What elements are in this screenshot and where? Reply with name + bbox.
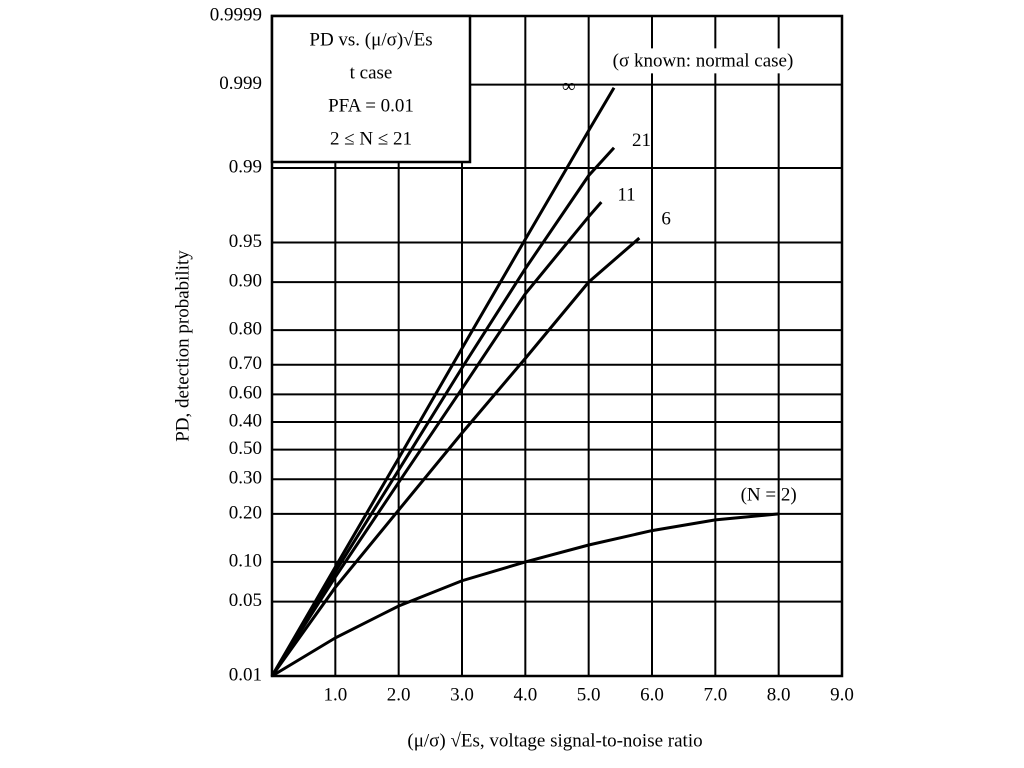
y-tick-label: 0.60	[229, 383, 262, 404]
x-axis-label: (μ/σ) √Es, voltage signal-to-noise ratio	[407, 730, 702, 751]
y-tick-label: 0.90	[229, 270, 262, 291]
curve-label: (N = 2)	[741, 484, 797, 505]
x-tick-label: 5.0	[577, 684, 601, 705]
y-tick-label: 0.01	[229, 664, 262, 685]
legend-text: t case	[350, 62, 393, 83]
curve	[270, 86, 616, 677]
y-tick-label: 0.05	[229, 590, 262, 611]
y-tick-label: 0.95	[229, 231, 262, 252]
curve	[270, 236, 641, 677]
curve	[270, 146, 616, 677]
x-tick-label: 7.0	[703, 684, 727, 705]
legend-text: 2 ≤ N ≤ 21	[330, 128, 412, 149]
legend-box	[270, 14, 472, 164]
curve-label: 21	[632, 130, 651, 151]
x-tick-label: 2.0	[387, 684, 411, 705]
x-tick-label: 3.0	[450, 684, 474, 705]
annotation-bg	[609, 48, 797, 74]
y-tick-label: 0.10	[229, 550, 262, 571]
y-tick-label: 0.20	[229, 502, 262, 523]
y-axis-label: PD, detection probability	[172, 250, 193, 442]
y-tick-label: 0.70	[229, 353, 262, 374]
curve-label: 6	[661, 208, 671, 229]
y-tick-label: 0.30	[229, 468, 262, 489]
curve	[271, 512, 779, 678]
x-tick-label: 6.0	[640, 684, 664, 705]
curve-label: ∞	[562, 76, 576, 97]
y-tick-label: 0.9999	[210, 4, 262, 25]
y-tick-label: 0.80	[229, 318, 262, 339]
curve-label: 11	[617, 184, 635, 205]
x-tick-label: 1.0	[323, 684, 347, 705]
y-tick-label: 0.999	[219, 73, 262, 94]
legend-text: PFA = 0.01	[328, 95, 414, 116]
y-tick-label: 0.99	[229, 156, 262, 177]
y-tick-label: 0.50	[229, 438, 262, 459]
annotation: (σ known: normal case)	[613, 50, 794, 71]
x-tick-label: 8.0	[767, 684, 791, 705]
y-tick-label: 0.40	[229, 410, 262, 431]
x-tick-label: 4.0	[513, 684, 537, 705]
curve	[270, 201, 603, 677]
legend-text: PD vs. (μ/σ)√Es	[309, 29, 432, 50]
x-tick-label: 9.0	[830, 684, 854, 705]
